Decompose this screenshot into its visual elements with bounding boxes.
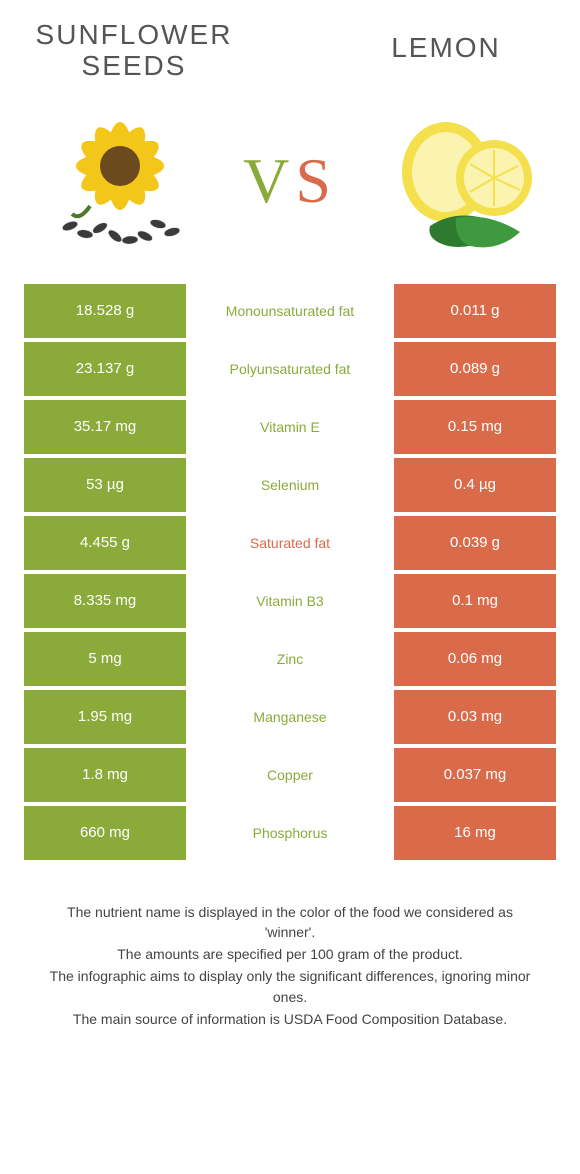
right-value: 0.039 g <box>394 516 556 570</box>
left-value: 35.17 mg <box>24 400 186 454</box>
nutrient-name: Manganese <box>186 690 394 744</box>
left-value: 18.528 g <box>24 284 186 338</box>
table-row: 53 µgSelenium0.4 µg <box>24 458 556 512</box>
left-title: SUNFLOWER SEEDS <box>34 20 234 82</box>
nutrient-name: Monounsaturated fat <box>186 284 394 338</box>
right-value: 0.011 g <box>394 284 556 338</box>
lemon-image <box>370 106 550 256</box>
sunflower-image <box>30 106 210 256</box>
right-value: 0.4 µg <box>394 458 556 512</box>
footer-notes: The nutrient name is displayed in the co… <box>24 902 556 1030</box>
images-row: VS <box>24 106 556 256</box>
right-value: 16 mg <box>394 806 556 860</box>
right-value: 0.089 g <box>394 342 556 396</box>
table-row: 35.17 mgVitamin E0.15 mg <box>24 400 556 454</box>
infographic: SUNFLOWER SEEDS LEMON <box>0 0 580 1029</box>
left-value: 4.455 g <box>24 516 186 570</box>
table-row: 4.455 gSaturated fat0.039 g <box>24 516 556 570</box>
footer-line: The main source of information is USDA F… <box>42 1009 538 1029</box>
vs-label: VS <box>243 144 337 218</box>
table-row: 660 mgPhosphorus16 mg <box>24 806 556 860</box>
table-row: 8.335 mgVitamin B30.1 mg <box>24 574 556 628</box>
nutrient-name: Copper <box>186 748 394 802</box>
table-row: 18.528 gMonounsaturated fat0.011 g <box>24 284 556 338</box>
titles-row: SUNFLOWER SEEDS LEMON <box>24 20 556 82</box>
nutrient-name: Vitamin E <box>186 400 394 454</box>
table-row: 1.95 mgManganese0.03 mg <box>24 690 556 744</box>
table-row: 5 mgZinc0.06 mg <box>24 632 556 686</box>
right-value: 0.06 mg <box>394 632 556 686</box>
right-title: LEMON <box>346 32 546 64</box>
nutrient-table: 18.528 gMonounsaturated fat0.011 g23.137… <box>24 284 556 860</box>
table-row: 1.8 mgCopper0.037 mg <box>24 748 556 802</box>
left-value: 23.137 g <box>24 342 186 396</box>
left-value: 5 mg <box>24 632 186 686</box>
footer-line: The amounts are specified per 100 gram o… <box>42 944 538 964</box>
left-value: 660 mg <box>24 806 186 860</box>
footer-line: The nutrient name is displayed in the co… <box>42 902 538 943</box>
right-value: 0.037 mg <box>394 748 556 802</box>
nutrient-name: Vitamin B3 <box>186 574 394 628</box>
left-value: 1.95 mg <box>24 690 186 744</box>
footer-line: The infographic aims to display only the… <box>42 966 538 1007</box>
left-value: 53 µg <box>24 458 186 512</box>
left-value: 8.335 mg <box>24 574 186 628</box>
right-value: 0.1 mg <box>394 574 556 628</box>
nutrient-name: Saturated fat <box>186 516 394 570</box>
nutrient-name: Zinc <box>186 632 394 686</box>
nutrient-name: Polyunsaturated fat <box>186 342 394 396</box>
left-value: 1.8 mg <box>24 748 186 802</box>
nutrient-name: Selenium <box>186 458 394 512</box>
table-row: 23.137 gPolyunsaturated fat0.089 g <box>24 342 556 396</box>
right-value: 0.03 mg <box>394 690 556 744</box>
nutrient-name: Phosphorus <box>186 806 394 860</box>
right-value: 0.15 mg <box>394 400 556 454</box>
